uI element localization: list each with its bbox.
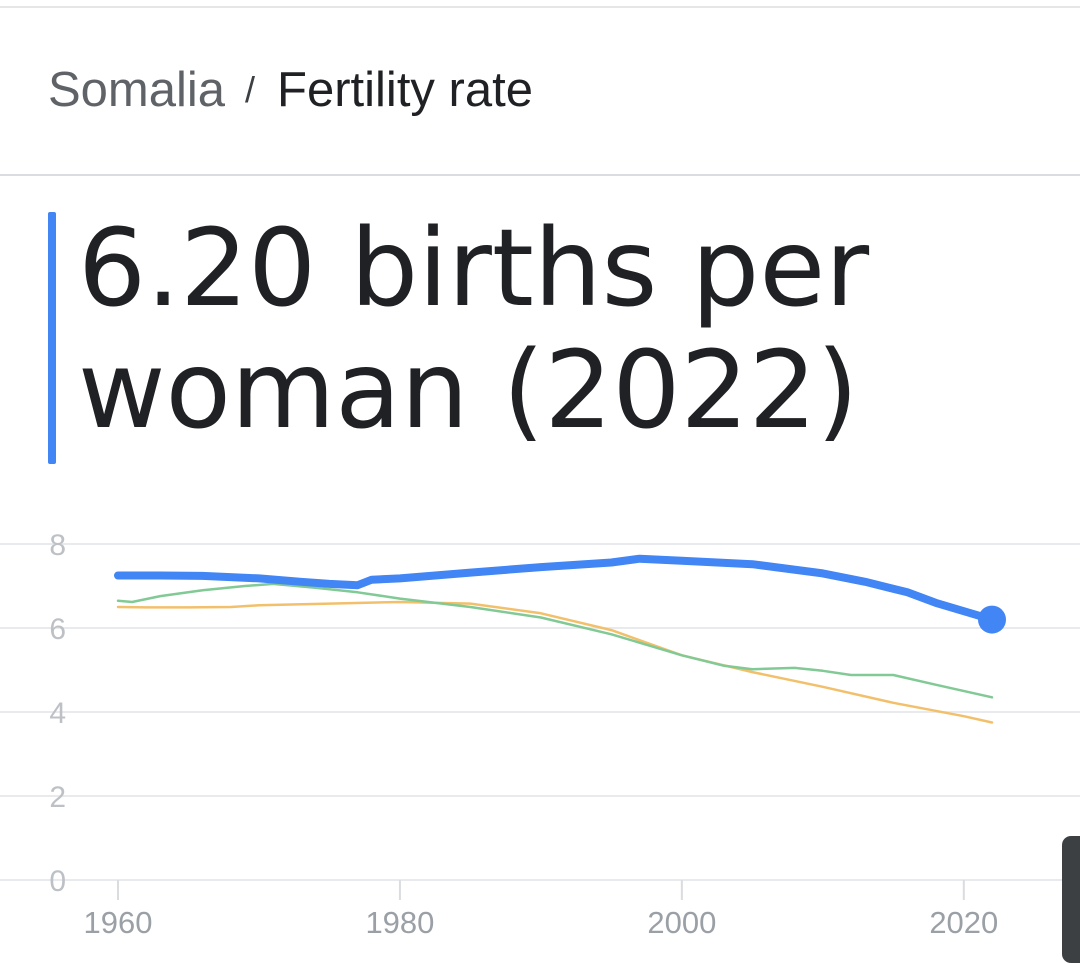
top-divider xyxy=(0,6,1080,8)
y-tick-label: 8 xyxy=(49,529,66,562)
headline-value: 6.20 births per woman (2022) xyxy=(78,208,1058,452)
comparison-series-line-1 xyxy=(116,600,994,724)
breadcrumb-country[interactable]: Somalia xyxy=(48,63,226,117)
y-axis-labels: 0 2 4 6 8 xyxy=(49,529,66,898)
headline-line-1: 6.20 births per xyxy=(78,207,870,331)
x-tick-label: 2000 xyxy=(647,905,716,940)
breadcrumb-separator: / xyxy=(245,69,256,110)
x-tick-label: 1980 xyxy=(365,905,434,940)
y-tick-label: 6 xyxy=(49,613,66,646)
y-tick-label: 4 xyxy=(49,697,66,730)
breadcrumb-metric: Fertility rate xyxy=(277,63,533,117)
y-tick-label: 2 xyxy=(49,781,66,814)
end-markers xyxy=(978,605,1006,634)
series-lines xyxy=(114,554,996,724)
x-axis-ticks xyxy=(117,880,965,900)
scrollbar-handle[interactable] xyxy=(1062,836,1080,963)
latest-value-marker[interactable] xyxy=(978,605,1006,634)
breadcrumb: Somalia / Fertility rate xyxy=(48,58,533,122)
x-tick-label: 1960 xyxy=(84,905,153,940)
comparison-series-line-2 xyxy=(116,582,994,699)
headline-line-2: woman (2022) xyxy=(78,329,859,453)
grid-lines xyxy=(0,543,1080,881)
header-divider xyxy=(0,174,1080,176)
x-tick-label: 2020 xyxy=(929,905,998,940)
primary-series-line xyxy=(114,554,996,624)
y-tick-label: 0 xyxy=(49,865,66,898)
headline-accent-bar xyxy=(48,212,56,464)
x-axis-labels: 1960 1980 2000 2020 xyxy=(84,905,999,940)
